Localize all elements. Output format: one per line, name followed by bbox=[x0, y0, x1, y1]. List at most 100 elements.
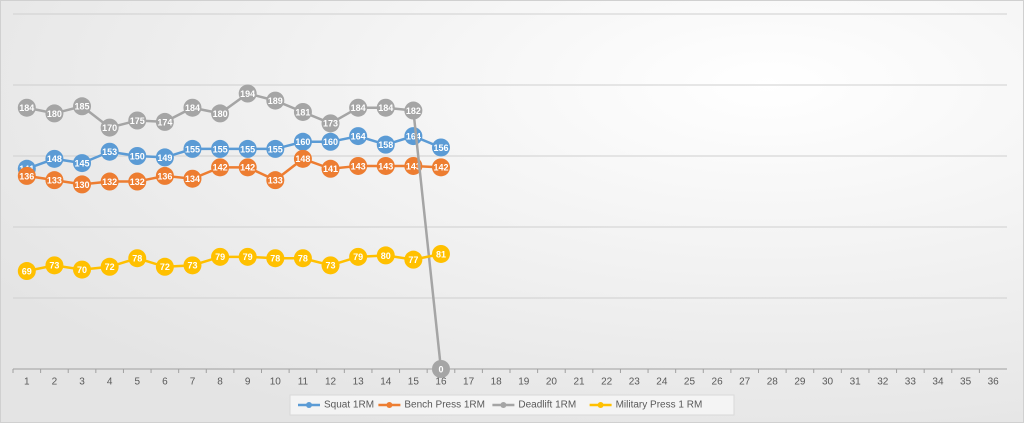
x-tick-label: 23 bbox=[629, 377, 641, 388]
legend-label: Deadlift 1RM bbox=[518, 400, 576, 411]
marker bbox=[211, 247, 230, 266]
data-label: 173 bbox=[323, 119, 338, 129]
data-label: 164 bbox=[406, 131, 421, 141]
data-label: 149 bbox=[157, 153, 172, 163]
x-tick-label: 5 bbox=[134, 377, 140, 388]
marker bbox=[431, 244, 450, 263]
x-tick-label: 7 bbox=[190, 377, 196, 388]
marker bbox=[155, 166, 174, 185]
marker bbox=[128, 111, 147, 130]
data-label: 155 bbox=[268, 144, 283, 154]
data-label: 180 bbox=[47, 109, 62, 119]
data-label: 132 bbox=[130, 177, 145, 187]
x-tick-label: 30 bbox=[822, 377, 834, 388]
data-label: 142 bbox=[240, 163, 255, 173]
data-label: 143 bbox=[406, 161, 421, 171]
marker bbox=[73, 154, 92, 173]
marker bbox=[100, 257, 119, 276]
x-tick-label: 10 bbox=[270, 377, 282, 388]
marker bbox=[128, 172, 147, 191]
data-label: 155 bbox=[240, 144, 255, 154]
marker bbox=[321, 256, 340, 275]
legend-marker bbox=[500, 402, 507, 408]
data-label: 142 bbox=[213, 163, 228, 173]
data-label: 130 bbox=[75, 180, 90, 190]
marker bbox=[100, 142, 119, 161]
marker bbox=[404, 101, 423, 120]
data-label: 72 bbox=[105, 262, 115, 272]
data-label: 170 bbox=[102, 123, 117, 133]
data-label: 73 bbox=[187, 261, 197, 271]
series-line bbox=[26, 252, 442, 273]
marker bbox=[349, 127, 368, 146]
marker bbox=[155, 148, 174, 167]
x-tick-label: 16 bbox=[435, 377, 447, 388]
marker bbox=[293, 102, 312, 121]
marker bbox=[431, 158, 450, 177]
marker bbox=[266, 249, 285, 268]
data-label: 141 bbox=[323, 164, 338, 174]
data-label: 185 bbox=[75, 102, 90, 112]
x-tick-label: 22 bbox=[601, 377, 613, 388]
x-tick-label: 12 bbox=[325, 377, 337, 388]
x-tick-label: 32 bbox=[877, 377, 889, 388]
data-label: 156 bbox=[433, 143, 448, 153]
marker bbox=[100, 118, 119, 137]
marker bbox=[183, 139, 202, 158]
data-label: 158 bbox=[378, 140, 393, 150]
x-tick-label: 13 bbox=[353, 377, 365, 388]
x-tick-label: 17 bbox=[463, 377, 475, 388]
x-tick-label: 14 bbox=[380, 377, 392, 388]
marker bbox=[100, 172, 119, 191]
marker bbox=[211, 139, 230, 158]
marker bbox=[266, 139, 285, 158]
x-tick-label: 36 bbox=[988, 377, 1000, 388]
data-label: 174 bbox=[157, 117, 172, 127]
data-label: 184 bbox=[185, 103, 200, 113]
data-label: 81 bbox=[436, 249, 446, 259]
legend-marker bbox=[597, 402, 604, 408]
marker bbox=[45, 256, 64, 275]
x-tick-label: 21 bbox=[573, 377, 585, 388]
marker bbox=[73, 260, 92, 279]
data-label: 134 bbox=[185, 174, 200, 184]
x-tick-label: 4 bbox=[107, 377, 113, 388]
data-label: 153 bbox=[102, 147, 117, 157]
data-label: 160 bbox=[295, 137, 310, 147]
legend-marker bbox=[306, 402, 312, 408]
data-label: 73 bbox=[49, 261, 59, 271]
data-label: 69 bbox=[22, 266, 32, 276]
data-label: 155 bbox=[185, 144, 200, 154]
data-label: 77 bbox=[408, 255, 418, 265]
data-label: 143 bbox=[378, 161, 393, 171]
data-label: 180 bbox=[213, 109, 228, 119]
data-label: 136 bbox=[19, 171, 34, 181]
legend-label: Military Press 1 RM bbox=[616, 400, 703, 411]
x-tick-label: 9 bbox=[245, 377, 251, 388]
marker bbox=[376, 246, 395, 265]
marker bbox=[183, 98, 202, 117]
data-label: 80 bbox=[381, 251, 391, 261]
data-label: 181 bbox=[295, 107, 310, 117]
marker bbox=[321, 159, 340, 178]
x-tick-label: 18 bbox=[491, 377, 503, 388]
data-label: 189 bbox=[268, 96, 283, 106]
x-tick-label: 3 bbox=[79, 377, 85, 388]
marker bbox=[238, 139, 257, 158]
data-label: 184 bbox=[378, 103, 393, 113]
marker bbox=[238, 158, 257, 177]
marker bbox=[183, 256, 202, 275]
x-tick-label: 33 bbox=[905, 377, 917, 388]
data-label: 78 bbox=[132, 254, 142, 264]
marker bbox=[17, 166, 36, 185]
marker bbox=[17, 262, 36, 281]
marker bbox=[128, 147, 147, 165]
x-tick-label: 2 bbox=[52, 377, 58, 388]
data-label: 78 bbox=[298, 254, 308, 264]
marker bbox=[45, 149, 64, 168]
x-tick-label: 11 bbox=[298, 377, 309, 388]
x-tick-label: 1 bbox=[24, 377, 30, 388]
legend-label: Squat 1RM bbox=[324, 400, 374, 411]
data-label: 145 bbox=[75, 158, 90, 168]
